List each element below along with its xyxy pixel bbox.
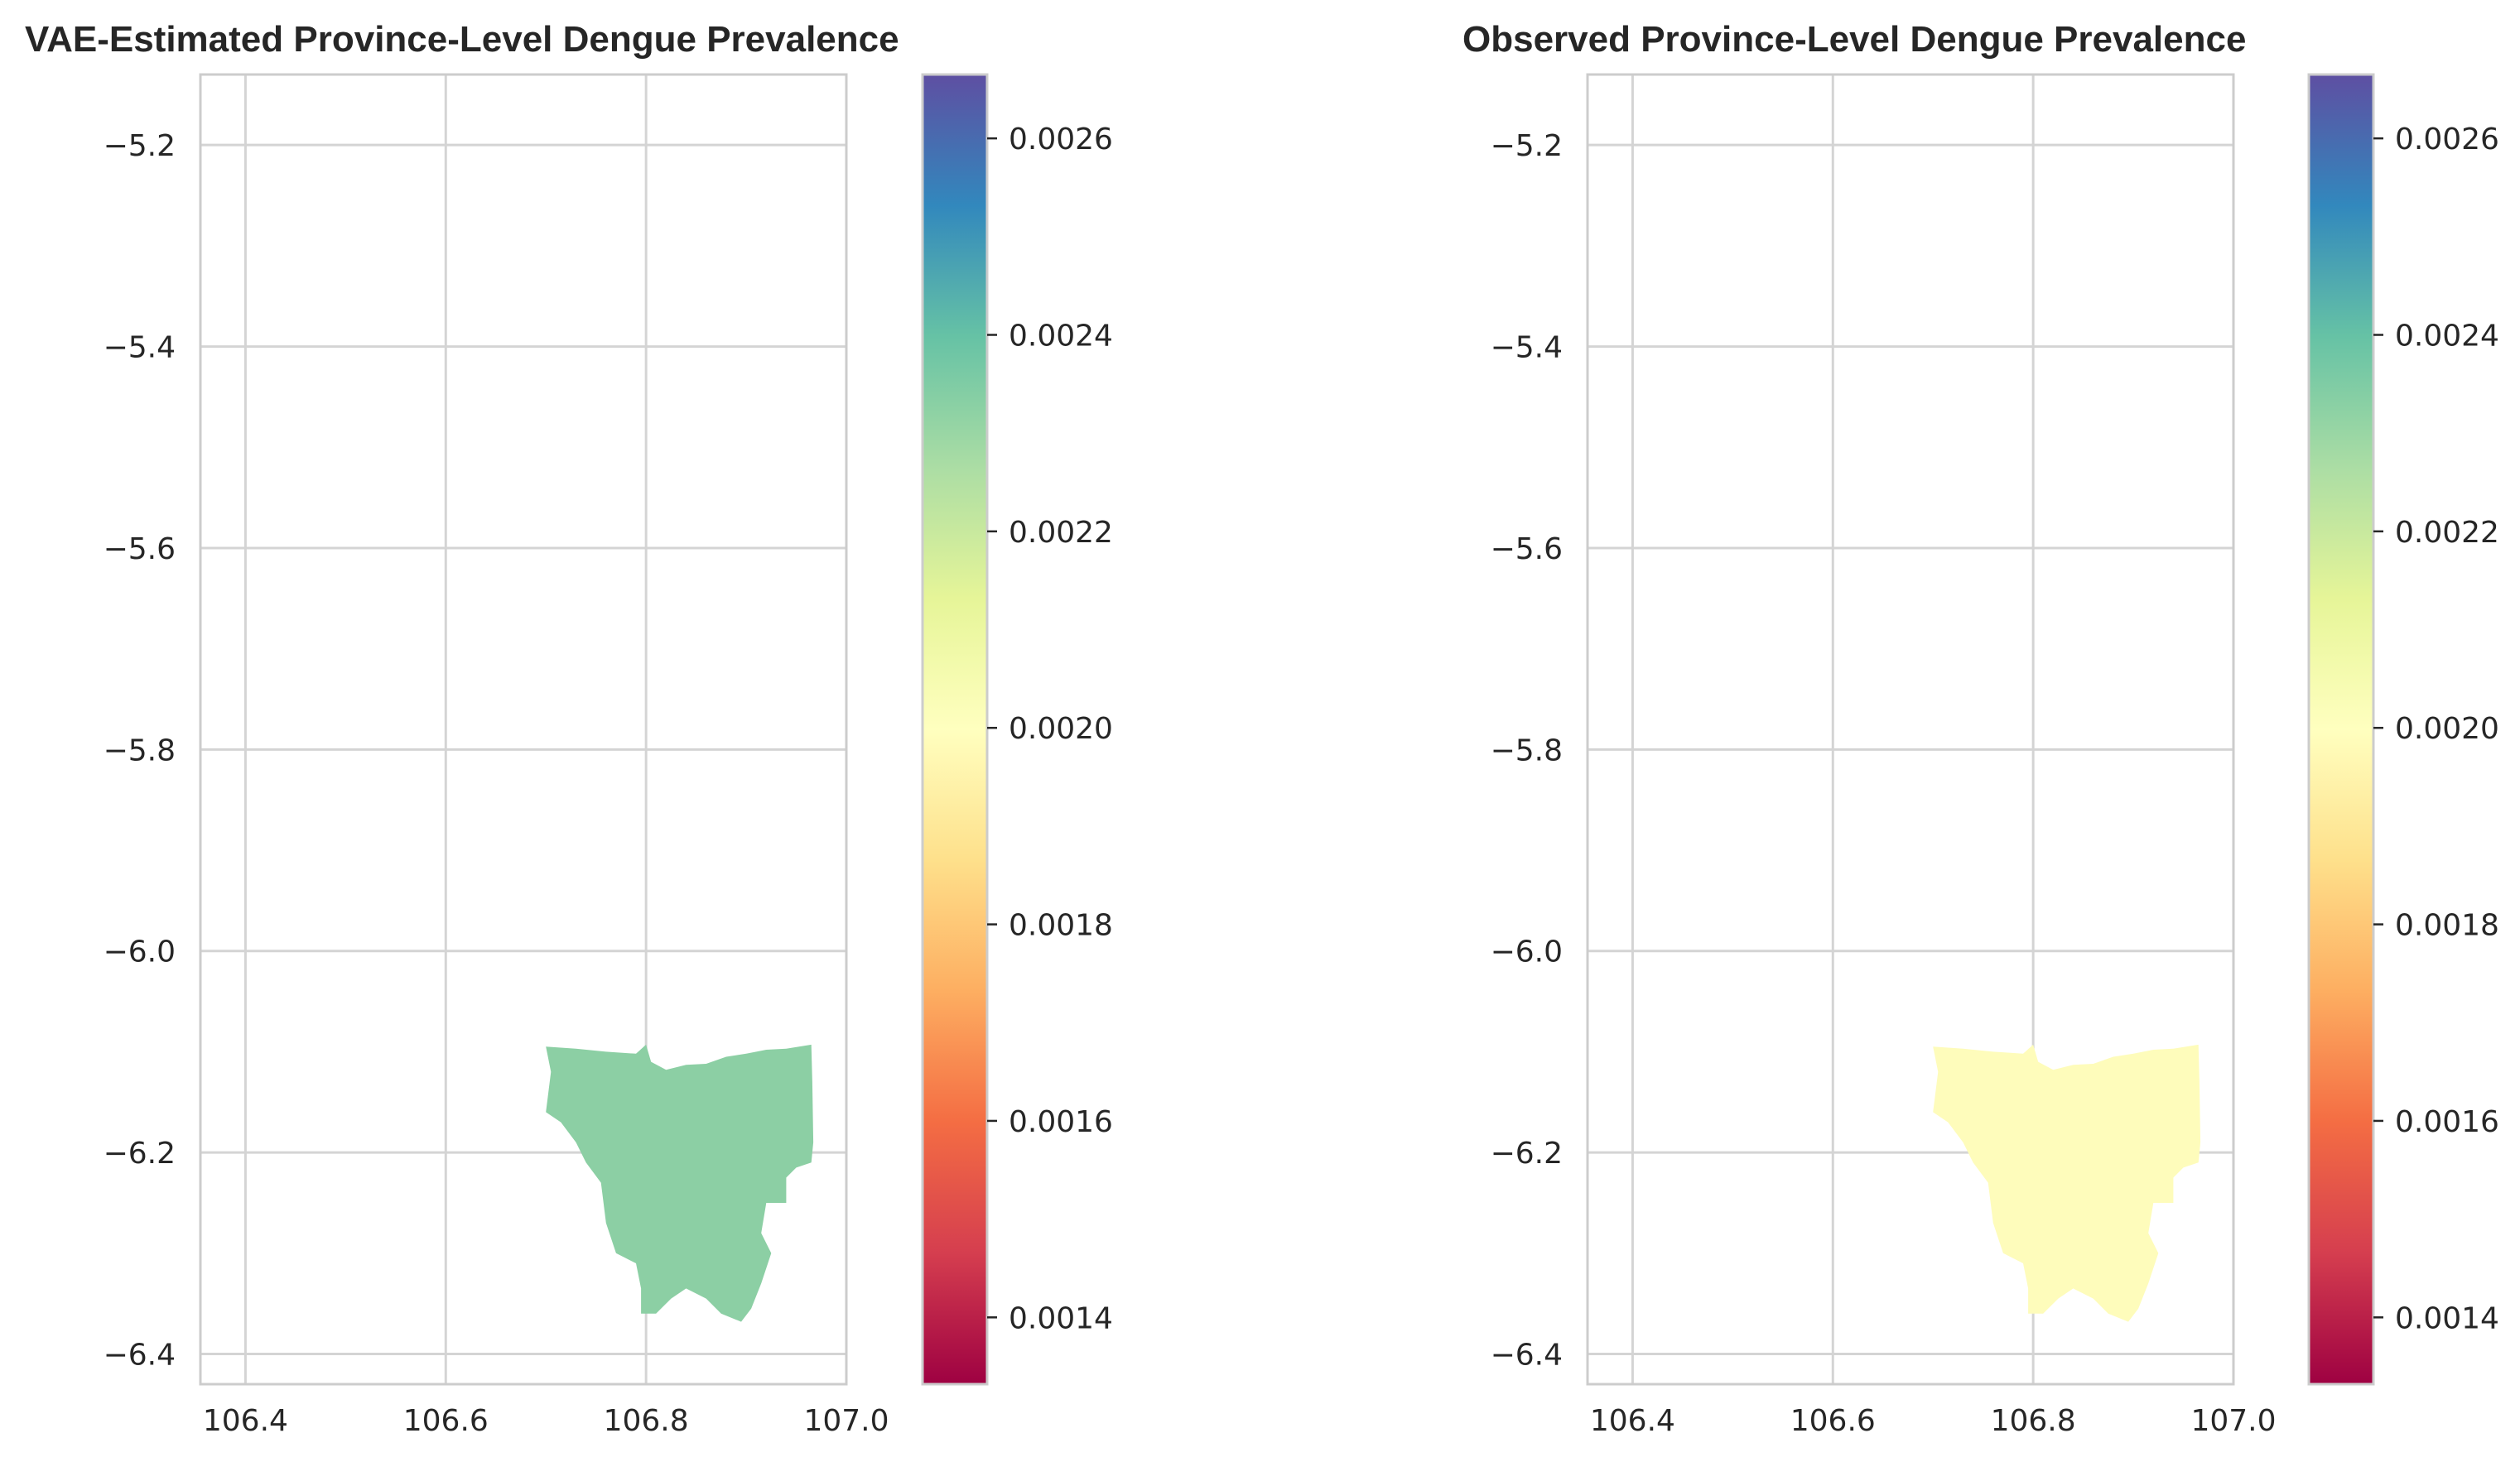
right-colorbar-tick-label: 0.0024	[2395, 320, 2499, 353]
right-y-tick-label: −5.6	[1491, 532, 1563, 566]
right-panel-title: Observed Province-Level Dengue Prevalenc…	[1462, 19, 2246, 60]
left-colorbar-tick-label: 0.0020	[1009, 712, 1113, 746]
left-colorbar-tick-label: 0.0014	[1009, 1301, 1113, 1335]
right-y-tick-label: −5.2	[1491, 129, 1563, 163]
left-x-axis-ticks: 106.4 106.6 106.8 107.0	[203, 1404, 889, 1438]
left-colorbar-tick-label: 0.0024	[1009, 320, 1113, 353]
right-map-panel: Observed Province-Level Dengue Prevalenc…	[1462, 19, 2499, 1438]
left-y-tick-label: −5.2	[104, 129, 176, 163]
right-x-axis-ticks: 106.4 106.6 106.8 107.0	[1590, 1404, 2277, 1438]
right-map-frame	[1586, 73, 2235, 1386]
left-map-panel: VAE-Estimated Province-Level Dengue Prev…	[25, 19, 1113, 1438]
left-map-frame	[199, 73, 848, 1386]
left-panel-title: VAE-Estimated Province-Level Dengue Prev…	[25, 19, 899, 60]
left-colorbar-ticks: 0.0014 0.0016 0.0018 0.0020 0.0022 0.0024 0.00…	[987, 123, 1113, 1335]
right-colorbar-tick-label: 0.0022	[2395, 516, 2499, 550]
left-x-tick-label: 107.0	[803, 1404, 889, 1438]
right-colorbar-tick-label: 0.0014	[2395, 1301, 2499, 1335]
right-province-region	[1933, 1044, 2201, 1322]
right-colorbar-gradient	[2307, 73, 2375, 1386]
right-colorbar-tick-label: 0.0020	[2395, 712, 2499, 746]
left-y-tick-label: −5.8	[104, 733, 176, 767]
left-colorbar-gradient	[921, 73, 989, 1386]
right-colorbar: 0.0014 0.0016 0.0018 0.0020 0.0022 0.0024 0.00…	[2307, 73, 2499, 1386]
left-x-tick-label: 106.4	[203, 1404, 288, 1438]
right-colorbar-tick-label: 0.0018	[2395, 909, 2499, 943]
right-y-tick-label: −6.0	[1491, 935, 1563, 969]
right-colorbar-tick-label: 0.0026	[2395, 123, 2499, 156]
right-y-tick-label: −6.4	[1491, 1338, 1563, 1372]
left-province-region	[546, 1044, 814, 1322]
left-y-tick-label: −6.2	[104, 1137, 176, 1171]
right-colorbar-ticks: 0.0014 0.0016 0.0018 0.0020 0.0022 0.0024 0.00…	[2373, 123, 2499, 1335]
right-y-tick-label: −5.4	[1491, 331, 1563, 365]
left-colorbar-tick-label: 0.0026	[1009, 123, 1113, 156]
left-x-tick-label: 106.8	[604, 1404, 689, 1438]
left-colorbar-tick-label: 0.0018	[1009, 909, 1113, 943]
left-y-tick-label: −6.0	[104, 935, 176, 969]
left-colorbar: 0.0014 0.0016 0.0018 0.0020 0.0022 0.0024 0.00…	[921, 73, 1113, 1386]
left-y-tick-label: −6.4	[104, 1338, 176, 1372]
right-y-tick-label: −6.2	[1491, 1137, 1563, 1171]
left-x-tick-label: 106.6	[403, 1404, 489, 1438]
left-y-tick-label: −5.6	[104, 532, 176, 566]
left-y-tick-label: −5.4	[104, 331, 176, 365]
left-colorbar-tick-label: 0.0016	[1009, 1105, 1113, 1139]
right-x-tick-label: 106.8	[1991, 1404, 2076, 1438]
right-x-tick-label: 106.6	[1790, 1404, 1876, 1438]
right-y-tick-label: −5.8	[1491, 733, 1563, 767]
right-colorbar-tick-label: 0.0016	[2395, 1105, 2499, 1139]
left-y-axis-ticks: −5.2 −5.4 −5.6 −5.8 −6.0 −6.2 −6.4	[104, 129, 176, 1372]
left-colorbar-tick-label: 0.0022	[1009, 516, 1113, 550]
right-x-tick-label: 107.0	[2190, 1404, 2276, 1438]
right-x-tick-label: 106.4	[1590, 1404, 1675, 1438]
right-y-axis-ticks: −5.2 −5.4 −5.6 −5.8 −6.0 −6.2 −6.4	[1491, 129, 1563, 1372]
